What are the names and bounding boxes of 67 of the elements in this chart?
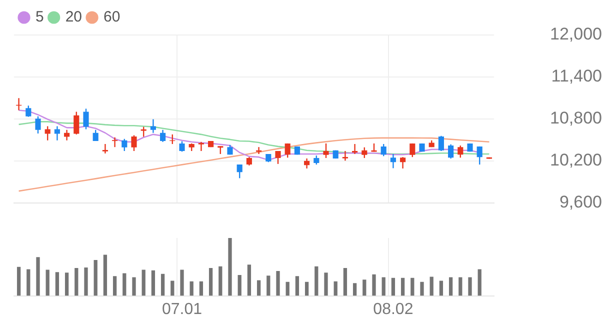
x-tick-label: 07.01 [162, 300, 202, 318]
bar [122, 273, 126, 296]
candlestick [131, 134, 137, 152]
candlestick [208, 140, 214, 148]
candlestick [275, 150, 281, 165]
bar [448, 277, 453, 296]
bar [218, 266, 222, 296]
bar [247, 264, 252, 296]
bar [208, 268, 213, 296]
bar [26, 269, 30, 296]
bar [276, 270, 280, 296]
bar [160, 274, 165, 296]
bar [238, 274, 242, 296]
bar [16, 266, 21, 296]
bar [103, 254, 108, 296]
bar [142, 270, 146, 296]
bar [286, 282, 290, 296]
y-tick-label: 9,600 [559, 192, 602, 212]
bar [420, 282, 424, 296]
bar [199, 281, 204, 296]
y-tick-label: 10,200 [550, 150, 602, 170]
bar [468, 277, 472, 296]
bar [334, 281, 338, 296]
bar [112, 276, 117, 296]
candlestick [83, 108, 89, 130]
bar [190, 281, 194, 296]
bar [372, 274, 376, 296]
bar [391, 278, 396, 296]
y-tick-label: 12,000 [550, 24, 602, 44]
candlestick [294, 146, 300, 156]
bar [151, 270, 156, 296]
legend-label: 20 [65, 8, 82, 26]
bar [74, 268, 78, 296]
bar [343, 268, 348, 296]
legend-label: 5 [36, 8, 44, 26]
bar [256, 280, 261, 296]
candlestick [35, 116, 41, 134]
bar [266, 276, 270, 296]
legend-label: 60 [104, 8, 120, 26]
x-tick-label: 08.02 [373, 300, 414, 318]
candlestick [323, 142, 329, 159]
y-tick-label: 10,800 [550, 108, 602, 128]
bar [46, 270, 50, 296]
bar [170, 280, 174, 296]
bar [352, 283, 357, 296]
bar [430, 276, 434, 296]
bar [400, 278, 405, 296]
bar [382, 277, 386, 296]
bar [55, 272, 60, 296]
bar [94, 260, 98, 296]
bar [362, 280, 366, 296]
bar [314, 266, 318, 296]
bar [458, 277, 462, 296]
bar [228, 238, 232, 296]
y-tick-label: 11,400 [551, 66, 602, 86]
bar [84, 267, 88, 296]
bar [295, 276, 300, 296]
bar [304, 282, 309, 296]
candlestick [486, 156, 492, 160]
bar [439, 280, 444, 296]
bar [324, 272, 328, 296]
bar [478, 269, 482, 296]
bar [180, 270, 184, 296]
bar [132, 277, 136, 296]
bar [64, 272, 69, 296]
bar [36, 257, 40, 296]
bar [410, 278, 414, 296]
